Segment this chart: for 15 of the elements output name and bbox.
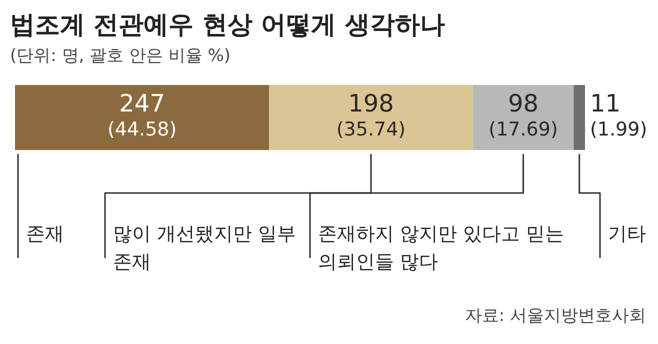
chart-subtitle: (단위: 명, 괄호 안은 비율 %) bbox=[10, 45, 231, 67]
bar bbox=[472, 85, 574, 150]
chart-title: 법조계 전관예우 현상 어떻게 생각하나 bbox=[10, 9, 445, 41]
data-label: 247 (44.58) bbox=[107, 90, 177, 140]
bar bbox=[269, 85, 473, 150]
bar bbox=[15, 85, 270, 150]
bar bbox=[574, 85, 585, 150]
data-label: 98 (17.69) bbox=[488, 90, 558, 140]
text: 존재 bbox=[26, 222, 65, 247]
text: 많이 개선됐지만 일부 존재 bbox=[113, 222, 298, 275]
text: 기타 bbox=[608, 222, 647, 247]
data-label: 198 (35.74) bbox=[336, 90, 406, 140]
text: 존재하지 않지만 있다고 믿는 의뢰인들 많다 bbox=[318, 222, 566, 275]
data-label: 11 (1.99) bbox=[590, 90, 648, 140]
text: 자료: 서울지방변호사회 bbox=[464, 305, 646, 327]
